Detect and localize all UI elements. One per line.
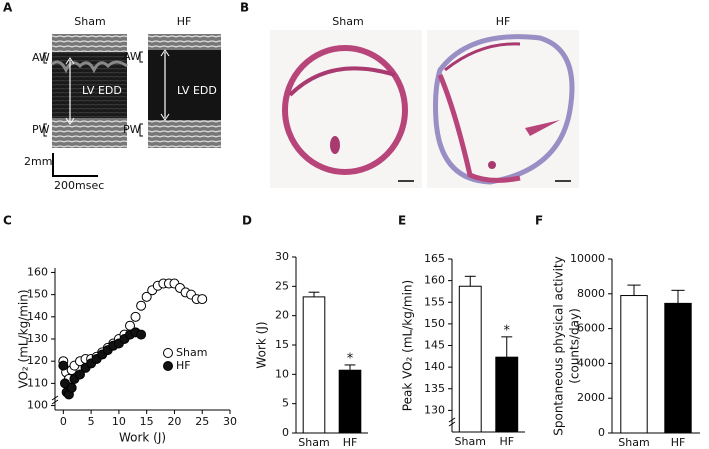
axis-break	[448, 421, 456, 427]
y-tick-label: 135	[424, 382, 445, 395]
y-tick-label: 30	[275, 250, 289, 263]
bar	[664, 302, 692, 434]
y-tick-label: 160	[27, 265, 48, 278]
x-tick-label: 25	[195, 415, 209, 428]
echo-label: PW	[123, 123, 141, 136]
bar	[458, 285, 482, 433]
panel-label: F	[535, 214, 543, 228]
y-tick-label: 8000	[577, 287, 605, 300]
echo-image-sham	[43, 34, 128, 148]
image-title: HF	[177, 15, 192, 28]
data-point	[141, 291, 152, 302]
panel-label: B	[240, 1, 249, 15]
x-tick-label: HF	[499, 435, 514, 448]
y-tick-label: 20	[275, 309, 289, 322]
data-point	[58, 360, 69, 371]
y-tick-label: 5	[282, 397, 289, 410]
y-tick-label: 25	[275, 279, 289, 292]
y-tick-label: 2000	[577, 391, 605, 404]
echo-label: PW	[32, 123, 50, 136]
echo-label: AW	[123, 50, 141, 63]
x-tick-label: 0	[60, 415, 67, 428]
y-tick-label: 0	[282, 426, 289, 439]
y-axis-label: Spontaneous physical activity	[552, 256, 566, 435]
legend-label: Sham	[176, 346, 207, 359]
scale-bar	[52, 153, 98, 177]
panel-label: C	[3, 214, 12, 228]
x-tick-label: HF	[671, 436, 686, 449]
x-tick-label: Sham	[298, 436, 329, 449]
histology-image-sham	[270, 30, 422, 188]
y-tick-label: 130	[424, 403, 445, 416]
y-tick-label: 140	[424, 360, 445, 373]
legend-marker	[163, 348, 173, 358]
y-tick-label: 155	[424, 295, 445, 308]
y-tick-label: 130	[27, 332, 48, 345]
x-tick-label: 10	[112, 415, 126, 428]
data-point	[136, 329, 147, 340]
echo-label: AW	[32, 51, 50, 64]
legend-label: HF	[176, 359, 191, 372]
significance-label: *	[347, 351, 354, 366]
x-tick-label: Sham	[455, 435, 486, 448]
y-tick-label: 0	[598, 426, 605, 439]
axis-break	[51, 395, 59, 401]
axis-break	[448, 417, 456, 423]
legend-marker	[163, 361, 173, 371]
echo-label: LV EDD	[82, 84, 122, 97]
x-tick-label: 20	[167, 415, 181, 428]
x-tick-label: 30	[223, 415, 237, 428]
y-tick-label: 150	[424, 317, 445, 330]
x-axis-label: Work (J)	[119, 431, 166, 445]
panel-label: D	[242, 214, 252, 228]
bar	[338, 369, 362, 434]
y-tick-label: 150	[27, 288, 48, 301]
y-tick-label: 145	[424, 339, 445, 352]
y-tick-label: 140	[27, 310, 48, 323]
y-tick-label: 165	[424, 252, 445, 265]
data-point	[136, 300, 147, 311]
data-point	[197, 294, 208, 305]
axis-break	[51, 399, 59, 405]
y-tick-label: 160	[424, 274, 445, 287]
y-tick-label: 110	[27, 376, 48, 389]
x-tick-label: 15	[140, 415, 154, 428]
y-tick-label: 4000	[577, 356, 605, 369]
y-axis-label: Work (J)	[255, 321, 269, 368]
y-tick-label: 10000	[570, 252, 605, 265]
data-point	[130, 311, 141, 322]
y-tick-label: 15	[275, 338, 289, 351]
histology-image-hf	[427, 30, 579, 188]
y-tick-label: 10	[275, 367, 289, 380]
echo-label: LV EDD	[177, 84, 217, 97]
scale-label: 2mm	[24, 155, 52, 168]
image-title: HF	[496, 15, 511, 28]
x-tick-label: 5	[88, 415, 95, 428]
image-title: Sham	[74, 15, 105, 28]
x-tick-label: Sham	[618, 436, 649, 449]
scale-label: 200msec	[54, 179, 104, 192]
significance-label: *	[504, 323, 511, 338]
panel-label: E	[398, 214, 406, 228]
data-point	[66, 382, 77, 393]
bar	[302, 296, 326, 434]
image-title: Sham	[332, 15, 363, 28]
y-tick-label: 100	[27, 399, 48, 412]
bar	[495, 356, 519, 433]
y-axis-label: (counts/day)	[568, 308, 582, 384]
bar	[620, 295, 648, 434]
data-point	[75, 369, 85, 380]
y-axis-label: VO₂ (mL/kg/min)	[17, 289, 31, 388]
y-tick-label: 120	[27, 354, 48, 367]
x-tick-label: HF	[343, 436, 358, 449]
y-tick-label: 6000	[577, 322, 605, 335]
echo-image-hf	[139, 34, 221, 148]
panel-label: A	[3, 1, 13, 15]
y-axis-label: Peak VO₂ (mL/kg/min)	[401, 280, 415, 411]
